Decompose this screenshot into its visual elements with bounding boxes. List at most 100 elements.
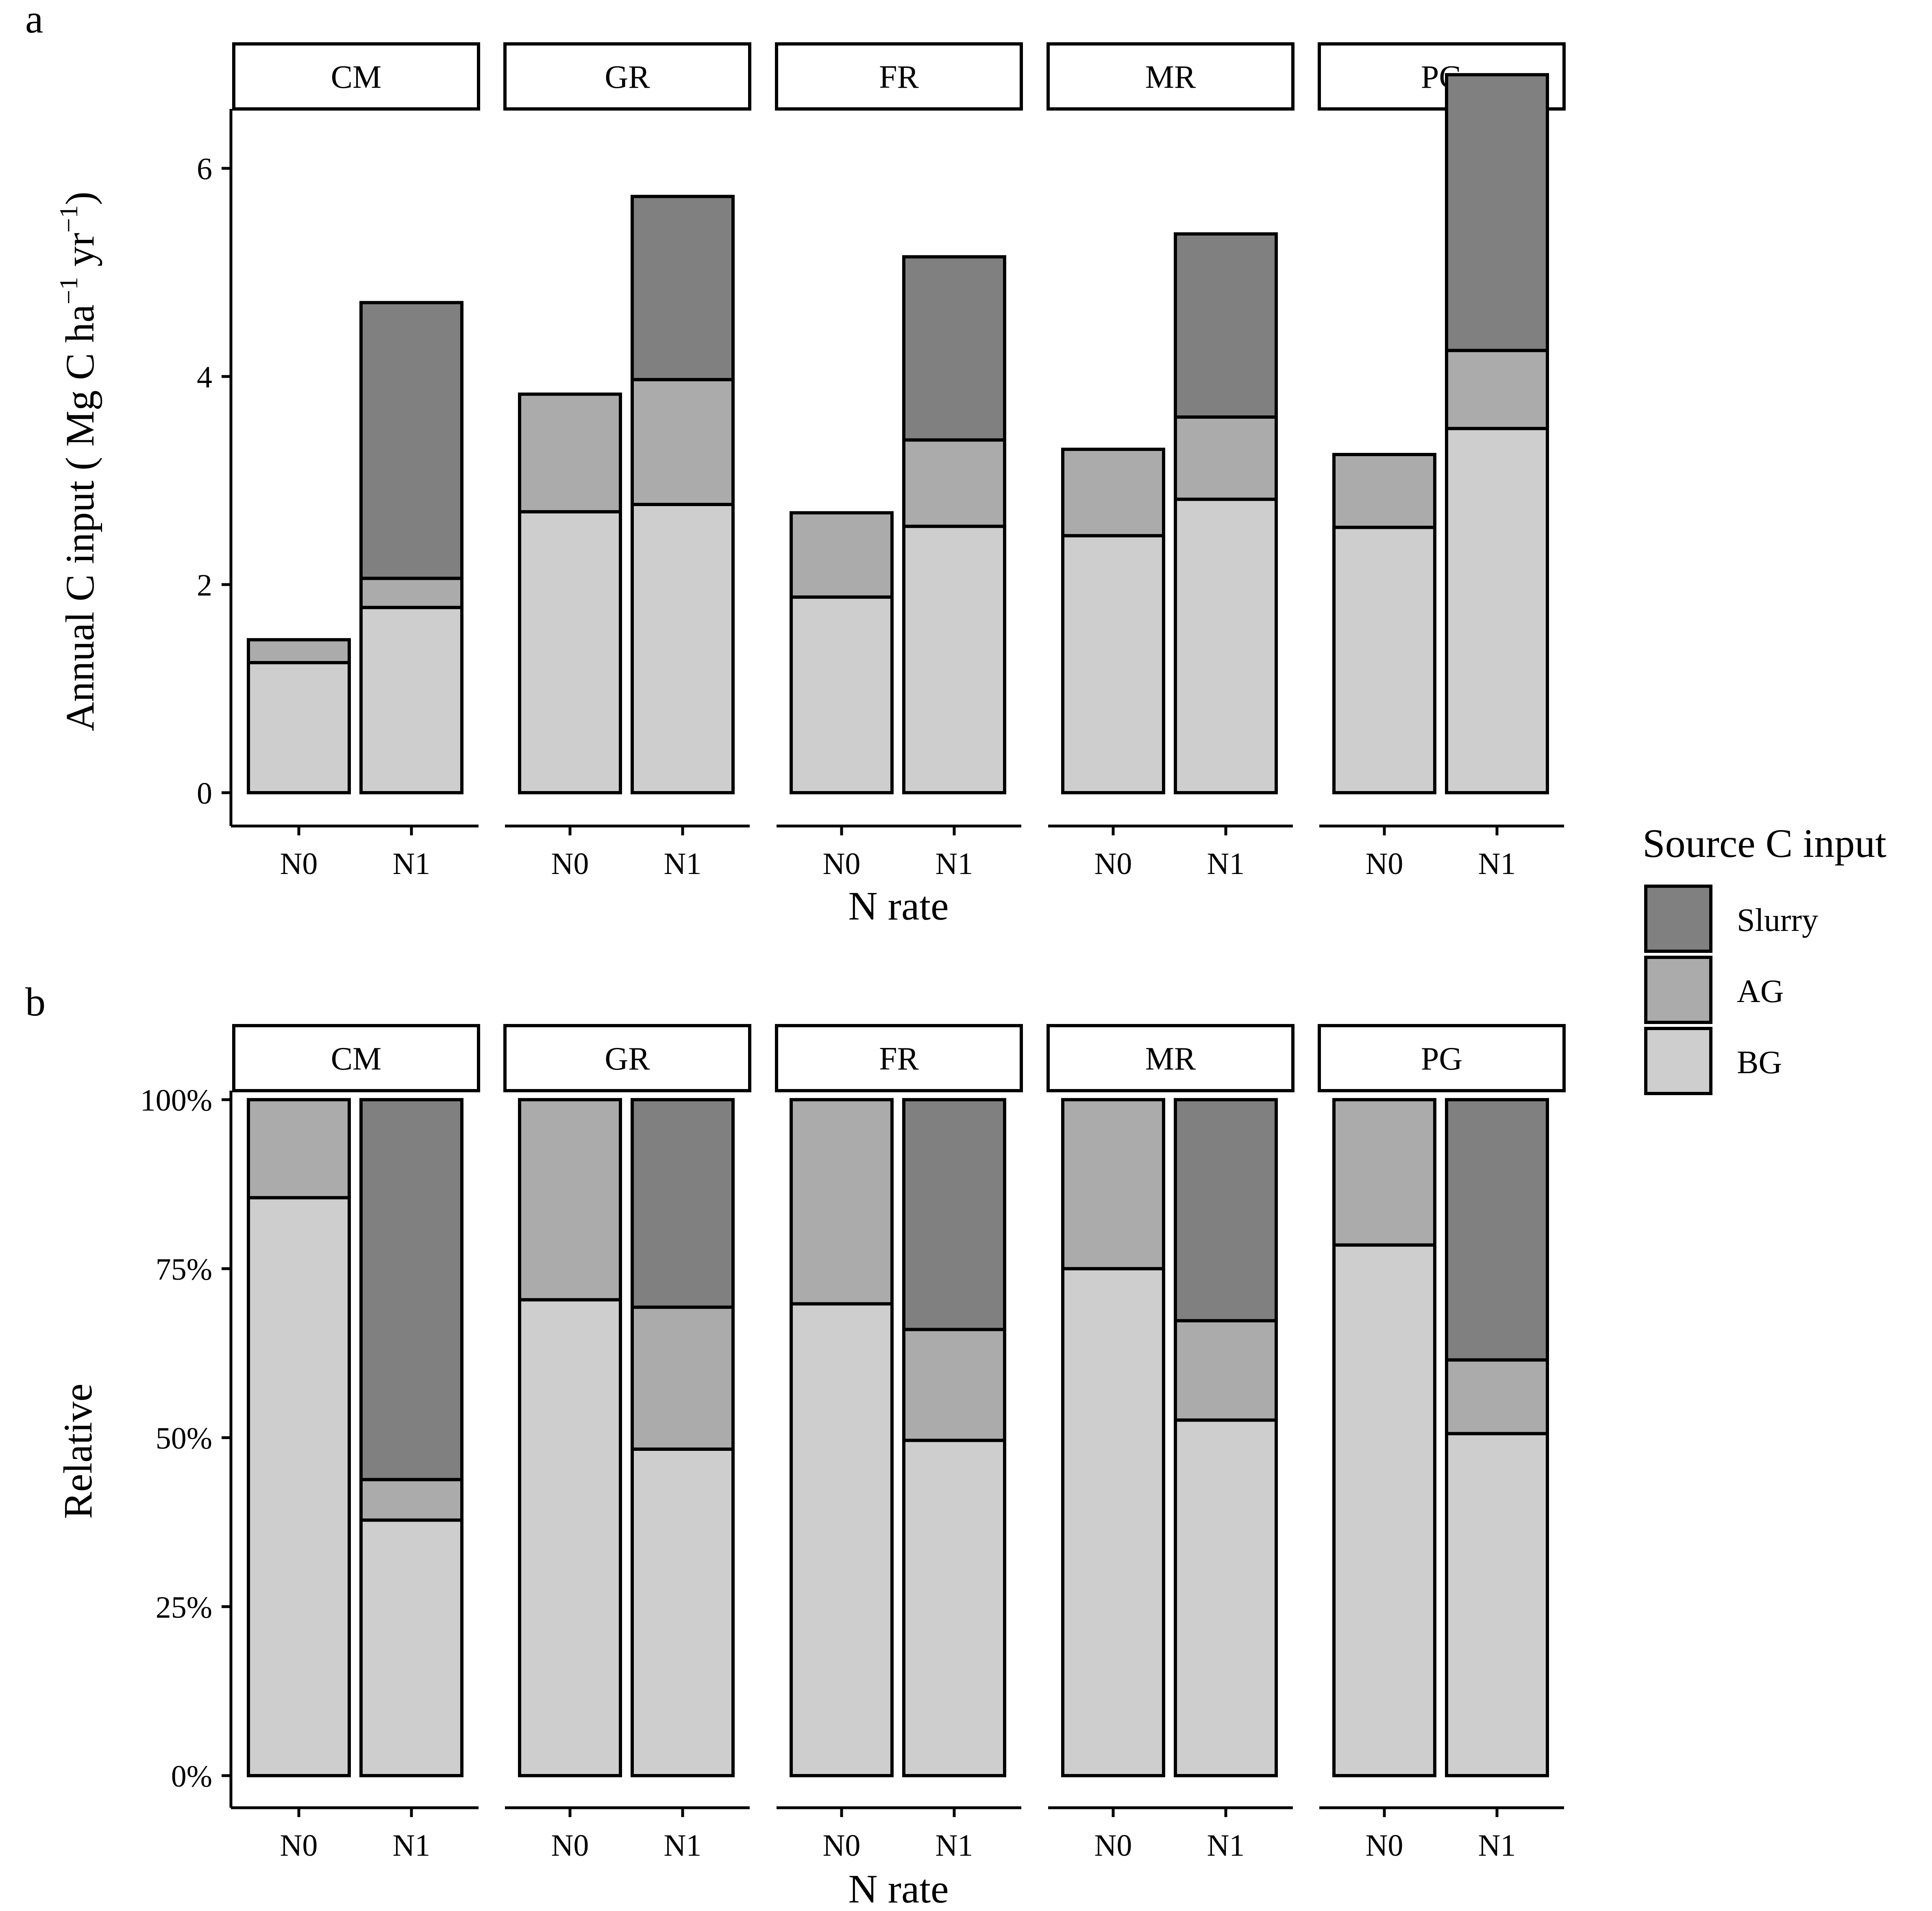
panel-b-bar-mr-n0-bg — [1061, 1267, 1165, 1777]
panel-b-y-tick-label: 75% — [156, 1252, 212, 1287]
panel-b-bar-mr-n1-slurry — [1174, 1098, 1278, 1322]
panel-b-strip-label-cm: CM — [331, 1041, 382, 1077]
legend-key-slurry — [1644, 885, 1712, 953]
panel-a-bar-cm-n1-bg — [359, 606, 463, 794]
panel-a-x-tick-label: N0 — [1094, 847, 1132, 881]
panel-b-bar-cm-n1-slurry — [359, 1098, 463, 1481]
panel-a-bar-mr-n1-ag — [1174, 415, 1278, 501]
panel-b-strip-label-gr: GR — [605, 1041, 650, 1077]
legend-label-slurry: Slurry — [1737, 902, 1818, 938]
panel-b-bar-cm-n1-ag — [359, 1478, 463, 1522]
panel-b-bar-fr-n1-bg — [902, 1439, 1006, 1778]
panel-a-y-tick-label: 6 — [197, 152, 212, 186]
panel-b-bar-fr-n0-ag — [790, 1098, 894, 1306]
y-title-mid: yr — [57, 233, 102, 277]
panel-a-strip-gr — [503, 42, 751, 111]
panel-b-bar-mr-n0-ag — [1061, 1098, 1165, 1270]
panel-b-x-tick-label: N0 — [280, 1828, 318, 1863]
panel-b-y-axis-title: Relative — [55, 1383, 100, 1519]
panel-label-a: a — [25, 0, 43, 41]
panel-b-strip-gr — [503, 1024, 751, 1092]
panel-a-bar-gr-n0-bg — [518, 510, 622, 794]
panel-b-bar-gr-n1-ag — [631, 1305, 735, 1451]
panel-b-bar-pg-n0-ag — [1332, 1098, 1436, 1247]
panel-a-strip-mr — [1046, 42, 1295, 111]
panel-b-strip-label-pg: PG — [1421, 1041, 1462, 1077]
panel-b-strip-fr — [775, 1024, 1023, 1092]
panel-a-bar-mr-n1-slurry — [1174, 232, 1278, 419]
legend-key-ag — [1644, 956, 1712, 1024]
panel-b-bar-cm-n0-bg — [247, 1196, 351, 1777]
panel-a-bar-gr-n1-bg — [631, 502, 735, 794]
panel-b-bar-pg-n1-bg — [1445, 1432, 1549, 1777]
panel-b-x-tick-label: N1 — [664, 1828, 702, 1863]
panel-a-bar-gr-n0-ag — [518, 392, 622, 513]
panel-b-bar-gr-n0-ag — [518, 1098, 622, 1302]
panel-a-y-tick-label: 0 — [197, 776, 212, 811]
panel-a-bar-gr-n1-ag — [631, 378, 735, 506]
panel-a-y-tick-label: 4 — [197, 360, 212, 394]
panel-b-bar-gr-n1-slurry — [631, 1098, 735, 1309]
panel-a-x-tick-label: N0 — [280, 847, 318, 881]
panel-b-bar-fr-n1-ag — [902, 1328, 1006, 1442]
panel-a-bar-mr-n0-bg — [1061, 534, 1165, 795]
panel-b-strip-mr — [1046, 1024, 1295, 1092]
panel-b-x-tick-label: N0 — [1366, 1828, 1403, 1863]
panel-a-bar-cm-n0-ag — [247, 638, 351, 665]
panel-a-bar-pg-n1-bg — [1445, 427, 1549, 794]
panel-b-bar-fr-n0-bg — [790, 1302, 894, 1777]
y-title-sup2: −1 — [54, 205, 83, 233]
legend: Source C input Slurry AG BG — [1643, 821, 1886, 1095]
panel-b-bar-gr-n0-bg — [518, 1298, 622, 1778]
panel-a-bar-cm-n1-ag — [359, 576, 463, 609]
panel-a-bar-gr-n1-slurry — [631, 195, 735, 381]
panel-b-strip-label-fr: FR — [879, 1041, 919, 1077]
panel-a-bar-fr-n0-bg — [790, 595, 894, 794]
panel-b-bar-cm-n1-bg — [359, 1518, 463, 1777]
panel-b-strip-cm — [232, 1024, 480, 1092]
panel-a-x-tick-label: N1 — [664, 847, 702, 881]
legend-key-bg — [1644, 1027, 1712, 1095]
panel-a-bar-fr-n1-ag — [902, 438, 1006, 528]
panel-a-bar-mr-n1-bg — [1174, 498, 1278, 794]
panel-b-bar-gr-n1-bg — [631, 1447, 735, 1778]
panel-b-x-tick-label: N0 — [551, 1828, 589, 1863]
panel-a-bar-fr-n1-slurry — [902, 255, 1006, 442]
panel-a-bar-fr-n0-ag — [790, 511, 894, 599]
panel-b-x-axis-title: N rate — [848, 1866, 949, 1911]
panel-b-strip-label-mr: MR — [1145, 1041, 1196, 1077]
y-title-end: ) — [57, 191, 102, 205]
panel-b-bar-pg-n0-bg — [1332, 1243, 1436, 1778]
panel-b-plot: 0% 25% 50% 75% 100% CM N0 N1 GR N0 N1 FR N0 N1 MR N0 N1 P… — [140, 1024, 1566, 1863]
panel-b-x-tick-label: N1 — [1478, 1828, 1516, 1863]
panel-label-b: b — [25, 979, 46, 1024]
panel-b-bar-pg-n1-slurry — [1445, 1098, 1549, 1362]
panel-b-y-tick-label: 25% — [156, 1590, 212, 1624]
panel-a-x-tick-label: N0 — [551, 847, 589, 881]
panel-a-strip-label-mr: MR — [1145, 59, 1196, 95]
panel-a-strip-label-fr: FR — [879, 59, 919, 95]
panel-b-x-tick-label: N1 — [1207, 1828, 1245, 1863]
y-title-main: Annual C input ( Mg C ha — [57, 304, 102, 731]
panel-a-x-tick-label: N0 — [1366, 847, 1403, 881]
panel-a-bar-pg-n0-bg — [1332, 526, 1436, 795]
panel-a-bar-pg-n1-ag — [1445, 349, 1549, 430]
panel-a-x-tick-label: N1 — [936, 847, 973, 881]
panel-b-y-tick-label: 50% — [156, 1422, 212, 1456]
panel-b-strip-pg — [1318, 1024, 1566, 1092]
panel-a-x-tick-label: N1 — [1478, 847, 1516, 881]
panel-a-bar-fr-n1-bg — [902, 524, 1006, 794]
panel-b-x-tick-label: N1 — [936, 1828, 973, 1863]
panel-a-x-tick-label: N0 — [823, 847, 861, 881]
panel-a-y-tick-label: 2 — [197, 568, 212, 602]
panel-b-y-tick-label: 100% — [140, 1083, 212, 1117]
panel-b-x-tick-label: N0 — [1094, 1828, 1132, 1863]
panel-a-x-tick-label: N1 — [393, 847, 431, 881]
panel-b-bar-cm-n0-ag — [247, 1098, 351, 1200]
panel-b-bar-mr-n1-ag — [1174, 1319, 1278, 1422]
panel-a-bar-pg-n1-slurry — [1445, 73, 1549, 352]
legend-title: Source C input — [1643, 821, 1886, 866]
panel-a-strip-label-gr: GR — [605, 59, 650, 95]
